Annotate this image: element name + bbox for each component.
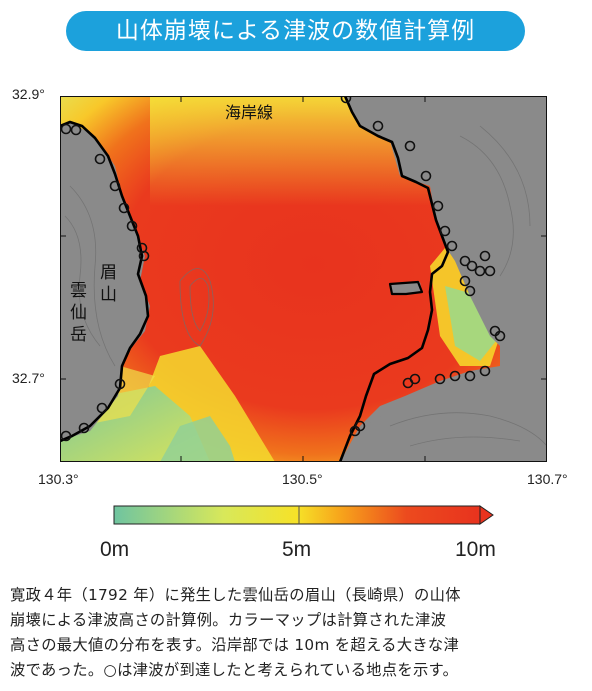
caption-line: 寛政４年（1792 年）に発生した雲仙岳の眉山（長崎県）の山体 xyxy=(10,586,461,604)
tsunami-observation-points xyxy=(60,96,506,442)
coastline-label: 海岸線 xyxy=(225,103,273,122)
colorbar-label-0m: 0m xyxy=(100,538,130,561)
title-banner: 山体崩壊による津波の数値計算例 xyxy=(66,11,525,51)
tsunami-map: 海岸線 眉 山 雲 仙 岳 xyxy=(60,96,547,462)
mayuyama-label: 眉 山 xyxy=(100,263,117,305)
colorbar-label-10m: 10m xyxy=(455,538,496,561)
lat-label-32-9: 32.9° xyxy=(12,86,45,102)
caption-line: 波であった。○は津波が到達したと考えられている地点を示す。 xyxy=(10,661,459,679)
unzen-label: 雲 仙 岳 xyxy=(70,281,87,345)
caption-line: 崩壊による津波高さの計算例。カラーマップは計算された津波 xyxy=(10,611,447,629)
lat-label-32-7: 32.7° xyxy=(12,370,45,386)
lon-label-130-7: 130.7° xyxy=(527,471,568,487)
svg-text:眉: 眉 xyxy=(100,263,117,283)
lon-label-130-3: 130.3° xyxy=(38,471,79,487)
svg-text:岳: 岳 xyxy=(70,325,87,345)
colorbar-label-5m: 5m xyxy=(282,538,312,561)
lon-label-130-5: 130.5° xyxy=(282,471,323,487)
land-east xyxy=(340,96,547,462)
svg-text:仙: 仙 xyxy=(70,303,87,323)
coastline xyxy=(60,96,450,462)
caption-line: 高さの最大値の分布を表す。沿岸部では 10m を超える大きな津 xyxy=(10,636,460,654)
colorbar xyxy=(113,505,494,525)
svg-text:山: 山 xyxy=(100,285,117,305)
caption: 寛政４年（1792 年）に発生した雲仙岳の眉山（長崎県）の山体 崩壊による津波高… xyxy=(10,583,585,683)
page-title: 山体崩壊による津波の数値計算例 xyxy=(115,18,476,44)
svg-text:雲: 雲 xyxy=(70,281,87,301)
